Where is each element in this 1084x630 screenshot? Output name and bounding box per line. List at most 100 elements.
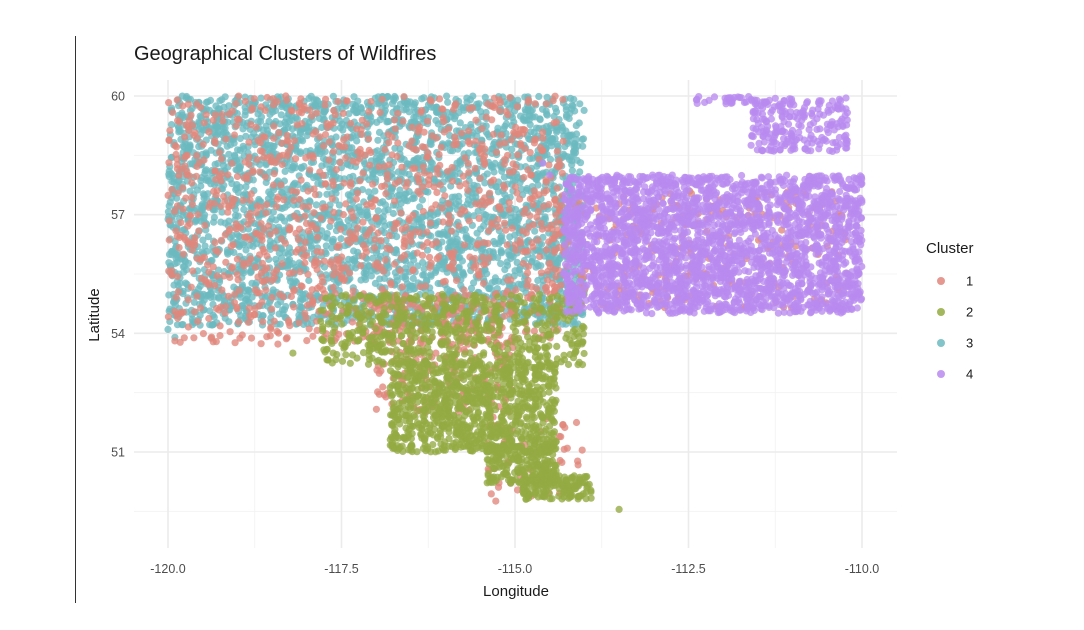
data-point bbox=[540, 189, 548, 197]
data-point bbox=[244, 298, 252, 306]
data-point bbox=[444, 98, 452, 106]
data-point bbox=[169, 108, 177, 116]
data-point bbox=[389, 209, 397, 218]
data-point bbox=[402, 182, 410, 191]
data-point bbox=[494, 203, 503, 211]
data-point bbox=[195, 227, 203, 235]
data-point bbox=[310, 209, 318, 217]
data-point bbox=[253, 156, 261, 164]
data-point bbox=[365, 108, 373, 116]
data-point bbox=[402, 223, 410, 231]
data-point bbox=[460, 241, 468, 249]
data-point bbox=[218, 286, 226, 294]
data-point bbox=[497, 131, 505, 139]
data-point bbox=[330, 208, 338, 216]
data-point bbox=[270, 317, 278, 325]
data-point bbox=[464, 196, 472, 204]
data-point bbox=[173, 96, 181, 104]
data-point bbox=[322, 95, 330, 103]
data-point bbox=[179, 308, 187, 316]
data-point bbox=[287, 106, 295, 114]
data-point bbox=[524, 98, 532, 106]
data-point bbox=[511, 130, 519, 138]
data-point bbox=[313, 284, 322, 292]
data-point bbox=[402, 190, 410, 198]
data-point bbox=[519, 227, 527, 235]
data-point bbox=[363, 201, 371, 209]
data-point bbox=[278, 160, 286, 169]
data-point bbox=[500, 182, 508, 190]
data-point bbox=[433, 255, 441, 263]
data-point bbox=[488, 221, 496, 229]
data-point bbox=[507, 276, 515, 284]
data-point bbox=[477, 150, 485, 158]
data-point bbox=[213, 272, 221, 280]
data-point bbox=[481, 179, 489, 187]
data-point bbox=[405, 142, 413, 150]
data-point bbox=[334, 97, 342, 106]
data-point bbox=[397, 209, 405, 217]
data-point bbox=[390, 96, 398, 105]
data-point bbox=[329, 119, 337, 127]
data-point bbox=[312, 256, 320, 264]
data-point bbox=[396, 267, 404, 275]
data-point bbox=[310, 174, 318, 182]
data-point bbox=[305, 118, 313, 127]
data-point bbox=[480, 260, 488, 268]
data-point bbox=[419, 242, 427, 250]
data-point bbox=[566, 132, 575, 140]
data-point bbox=[201, 221, 209, 230]
data-point bbox=[460, 286, 468, 294]
data-point bbox=[224, 250, 232, 258]
data-point bbox=[357, 276, 365, 284]
data-point bbox=[220, 192, 228, 201]
data-point bbox=[534, 181, 542, 189]
data-point bbox=[416, 228, 424, 236]
data-point bbox=[353, 125, 361, 133]
data-point bbox=[211, 238, 219, 246]
data-point bbox=[381, 146, 389, 154]
data-point bbox=[233, 172, 241, 181]
data-point bbox=[188, 193, 196, 202]
data-point bbox=[194, 210, 202, 219]
data-point bbox=[339, 126, 347, 134]
data-point bbox=[550, 248, 559, 256]
data-point bbox=[184, 323, 192, 331]
data-point bbox=[384, 130, 392, 138]
data-point bbox=[488, 116, 496, 124]
data-point bbox=[277, 181, 285, 189]
data-point bbox=[493, 183, 501, 191]
data-point bbox=[268, 293, 276, 302]
data-point bbox=[324, 123, 332, 131]
data-point bbox=[541, 284, 550, 292]
data-point bbox=[553, 128, 561, 136]
data-point bbox=[420, 94, 428, 102]
data-point bbox=[185, 116, 193, 124]
data-point bbox=[184, 259, 193, 267]
data-point bbox=[381, 256, 390, 264]
data-point bbox=[263, 126, 271, 134]
data-point bbox=[184, 296, 192, 304]
data-point bbox=[293, 188, 301, 196]
data-point bbox=[292, 248, 300, 256]
data-point bbox=[580, 106, 588, 114]
data-point bbox=[526, 155, 534, 163]
data-point bbox=[459, 172, 467, 180]
data-point bbox=[333, 243, 341, 251]
data-point bbox=[204, 261, 212, 269]
data-point bbox=[297, 282, 305, 290]
data-point bbox=[548, 279, 556, 287]
data-point bbox=[342, 154, 350, 162]
data-point bbox=[472, 116, 480, 124]
data-point bbox=[211, 139, 219, 147]
data-point bbox=[227, 242, 235, 250]
data-point bbox=[264, 222, 272, 230]
data-point bbox=[352, 195, 360, 203]
data-point bbox=[283, 96, 291, 104]
data-point bbox=[506, 251, 514, 260]
data-point bbox=[221, 219, 229, 227]
data-point bbox=[534, 276, 542, 285]
data-point bbox=[181, 133, 189, 141]
data-point bbox=[478, 124, 486, 133]
data-point bbox=[503, 258, 511, 266]
